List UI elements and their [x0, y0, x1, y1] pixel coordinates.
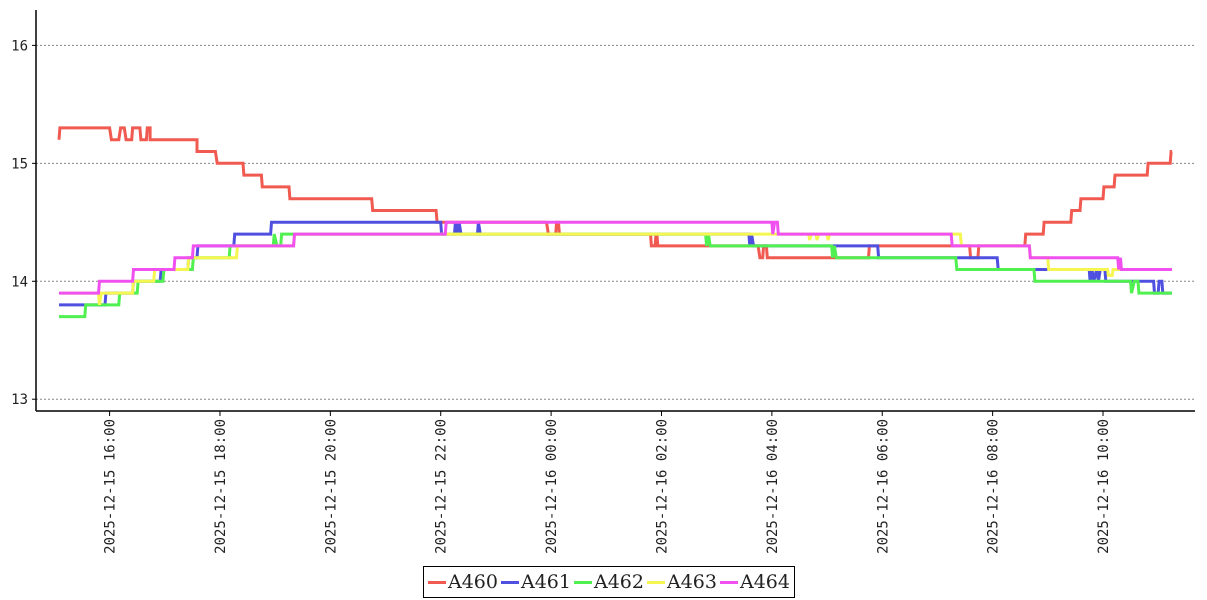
y-axis-ticks: 13 14 15 16 — [11, 38, 36, 408]
legend-label: A460 — [448, 571, 498, 593]
series-lines — [57, 126, 1173, 319]
x-tick-label: 2025-12-16 00:00 — [544, 419, 560, 554]
y-tick-label: 14 — [11, 274, 28, 290]
x-tick-label: 2025-12-16 10:00 — [1096, 419, 1112, 554]
legend-item-a460: A460 — [428, 571, 498, 593]
legend-item-a464: A464 — [720, 571, 790, 593]
legend-swatch — [647, 580, 665, 584]
x-tick-label: 2025-12-16 04:00 — [765, 419, 781, 554]
x-tick-label: 2025-12-15 22:00 — [434, 419, 450, 554]
legend-swatch — [720, 580, 738, 584]
legend-swatch — [574, 580, 592, 584]
x-tick-label: 2025-12-16 02:00 — [654, 419, 670, 554]
legend: A460 A461 A462 A463 A464 — [423, 566, 795, 598]
legend-label: A463 — [667, 571, 717, 593]
legend-item-a462: A462 — [574, 571, 644, 593]
x-axis-ticks: 2025-12-15 16:00 2025-12-15 18:00 2025-12-… — [103, 411, 1112, 554]
series-line-a464 — [59, 220, 1172, 295]
legend-label: A462 — [594, 571, 644, 593]
legend-item-a463: A463 — [647, 571, 717, 593]
y-tick-label: 13 — [11, 392, 28, 408]
legend-label: A464 — [740, 571, 790, 593]
x-tick-label: 2025-12-15 16:00 — [103, 419, 119, 554]
legend-swatch — [501, 580, 519, 584]
series-line-a460 — [57, 126, 1173, 260]
x-tick-label: 2025-12-15 20:00 — [323, 419, 339, 554]
legend-label: A461 — [521, 571, 571, 593]
legend-swatch — [428, 580, 446, 584]
x-tick-label: 2025-12-16 06:00 — [875, 419, 891, 554]
x-tick-label: 2025-12-16 08:00 — [986, 419, 1002, 554]
x-tick-label: 2025-12-15 18:00 — [213, 419, 229, 554]
y-tick-label: 15 — [11, 156, 28, 172]
legend-item-a461: A461 — [501, 571, 571, 593]
y-tick-label: 16 — [11, 38, 28, 54]
